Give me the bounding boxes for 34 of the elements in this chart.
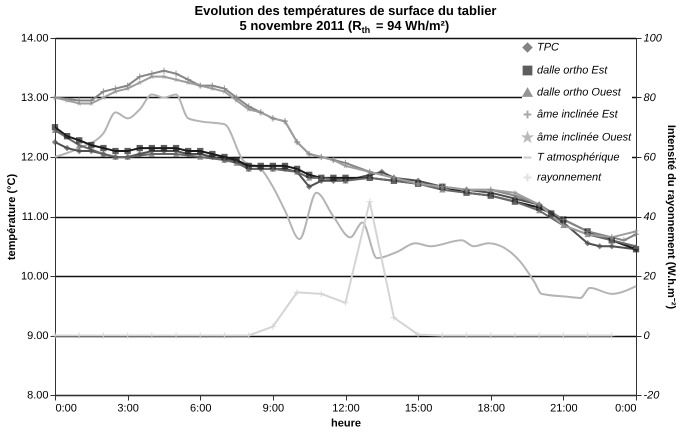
x-tick-label: 12:00 <box>332 402 360 414</box>
y2-tick-label: 100 <box>644 32 663 44</box>
y2-tick-label: -20 <box>644 390 660 402</box>
x-tick-label: 18:00 <box>477 402 506 414</box>
y-tick-label: 12.00 <box>20 152 48 164</box>
x-tick-label: 6:00 <box>190 402 212 414</box>
y2-tick-label: 80 <box>644 92 657 104</box>
x-tick-label: 9:00 <box>262 402 284 414</box>
x-tick-label: 21:00 <box>550 402 578 414</box>
y2-tick-label: 40 <box>644 211 657 223</box>
y2-axis-title: Intensité du rayonnement (W.h.m⁻²) <box>664 124 677 310</box>
y2-tick-label: 60 <box>644 152 657 164</box>
legend-label: âme inclinée Ouest <box>537 132 632 144</box>
chart-title: Evolution des températures de surface du tablier <box>194 3 496 18</box>
x-axis-title: heure <box>331 418 361 430</box>
legend-label: TPC <box>537 42 560 54</box>
x-tick-label: 3:00 <box>117 402 139 414</box>
x-tick-label: 15:00 <box>404 402 432 414</box>
y-tick-label: 13.00 <box>20 92 48 104</box>
y2-tick-label: 20 <box>642 270 657 282</box>
y-tick-label: 11.00 <box>22 211 48 223</box>
y-tick-label: 14.00 <box>20 32 48 44</box>
y2-tick-label: 0 <box>644 330 650 342</box>
x-tick-label: 0:00 <box>615 402 636 414</box>
legend-label: âme inclinée Est <box>537 108 619 120</box>
y-tick-label: 10.00 <box>20 270 48 282</box>
legend-label: T atmosphérique <box>537 152 620 164</box>
x-tick-label: 0:00 <box>56 402 77 414</box>
legend-label: rayonnement <box>537 172 602 184</box>
y-tick-label: 8.00 <box>27 390 48 402</box>
legend-label: dalle ortho Est <box>537 64 608 76</box>
y-tick-label: 9.00 <box>27 330 48 342</box>
legend-label: dalle ortho Ouest <box>537 86 622 98</box>
y-axis-title: température (°C) <box>6 174 18 260</box>
